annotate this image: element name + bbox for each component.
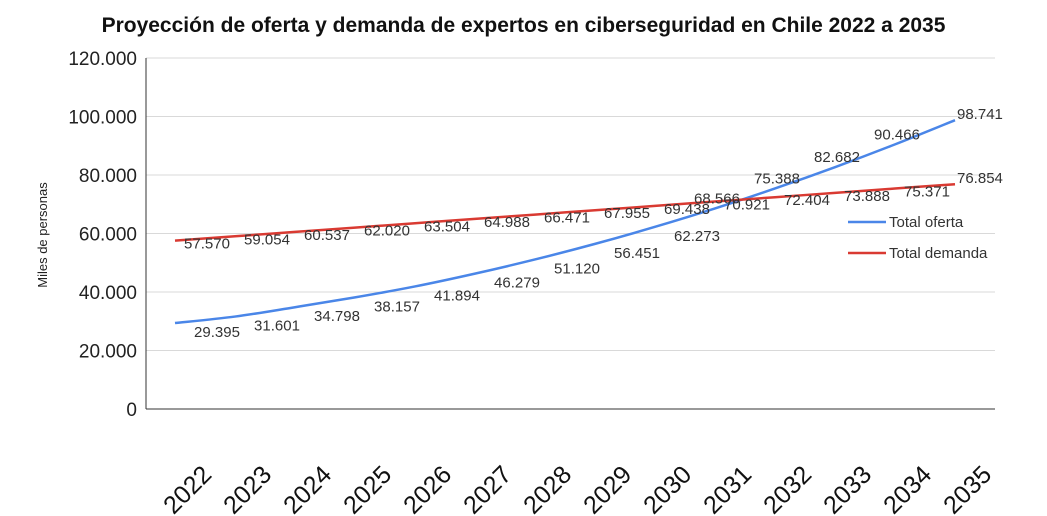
data-label: 62.020: [364, 223, 410, 240]
data-label: 29.395: [194, 324, 240, 341]
x-tick-label: 2023: [218, 460, 277, 516]
x-tick-label: 2030: [638, 460, 697, 516]
data-label: 62.273: [674, 228, 720, 245]
data-label: 73.888: [844, 188, 890, 205]
data-label: 64.988: [484, 214, 530, 231]
y-tick-label: 20.000: [79, 342, 137, 363]
x-tick-label: 2033: [818, 460, 877, 516]
legend-label: Total demanda: [889, 245, 988, 262]
x-tick-label: 2024: [278, 460, 337, 516]
data-label: 51.120: [554, 260, 600, 277]
x-tick-label: 2028: [518, 460, 577, 516]
y-axis-label: Miles de personas: [35, 182, 50, 288]
data-label: 63.504: [424, 218, 470, 235]
data-label: 76.854: [957, 170, 1003, 187]
x-tick-label: 2029: [578, 460, 637, 516]
data-label: 34.798: [314, 308, 360, 325]
x-tick-label: 2035: [938, 460, 997, 516]
data-label: 46.279: [494, 275, 540, 292]
data-label: 67.955: [604, 205, 650, 222]
chart-title: Proyección de oferta y demanda de expert…: [101, 14, 946, 37]
x-tick-label: 2025: [338, 460, 397, 516]
x-tick-label: 2026: [398, 460, 457, 516]
data-label: 56.451: [614, 245, 660, 262]
data-label: 75.371: [904, 184, 950, 201]
data-label: 72.404: [784, 192, 830, 209]
y-tick-label: 40.000: [79, 283, 137, 304]
data-label: 31.601: [254, 318, 300, 335]
y-tick-label: 60.000: [79, 225, 137, 246]
axes: [145, 58, 995, 410]
y-tick-label: 120.000: [68, 49, 137, 70]
x-tick-label: 2034: [878, 460, 937, 516]
data-label: 69.438: [664, 201, 710, 218]
data-label: 66.471: [544, 210, 590, 227]
data-label: 68.566: [694, 190, 740, 207]
y-tick-label: 0: [126, 400, 137, 421]
data-label: 98.741: [957, 106, 1003, 123]
series-line-demanda: [174, 182, 956, 242]
y-tick-label: 80.000: [79, 166, 137, 187]
data-label: 82.682: [814, 149, 860, 166]
series-lines: [174, 119, 956, 325]
data-label: 75.388: [754, 170, 800, 187]
data-label: 38.157: [374, 298, 420, 315]
data-label: 90.466: [874, 126, 920, 143]
x-tick-label: 2027: [458, 460, 517, 516]
legend-label: Total oferta: [889, 214, 964, 231]
data-label: 57.570: [184, 236, 230, 253]
legend: Total oferta Total demanda: [848, 214, 988, 262]
y-tick-label: 100.000: [68, 108, 137, 129]
data-label: 70.921: [724, 197, 770, 214]
x-tick-labels: 2022 2023 2024 2025 2026 2027 2028 2029 2030 2031…: [158, 460, 997, 516]
data-labels: 29.395 31.601 34.798 38.157 41.894 46.279 51.1…: [184, 106, 1003, 341]
series-line-oferta: [174, 119, 956, 325]
x-tick-label: 2022: [158, 460, 217, 516]
data-label: 60.537: [304, 227, 350, 244]
gridlines: [146, 57, 995, 351]
y-tick-labels: 0 20.000 40.000 60.000 80.000 100.000 120.000: [68, 49, 137, 421]
data-label: 59.054: [244, 231, 290, 248]
x-tick-label: 2031: [698, 460, 757, 516]
data-label: 41.894: [434, 287, 480, 304]
x-tick-label: 2032: [758, 460, 817, 516]
